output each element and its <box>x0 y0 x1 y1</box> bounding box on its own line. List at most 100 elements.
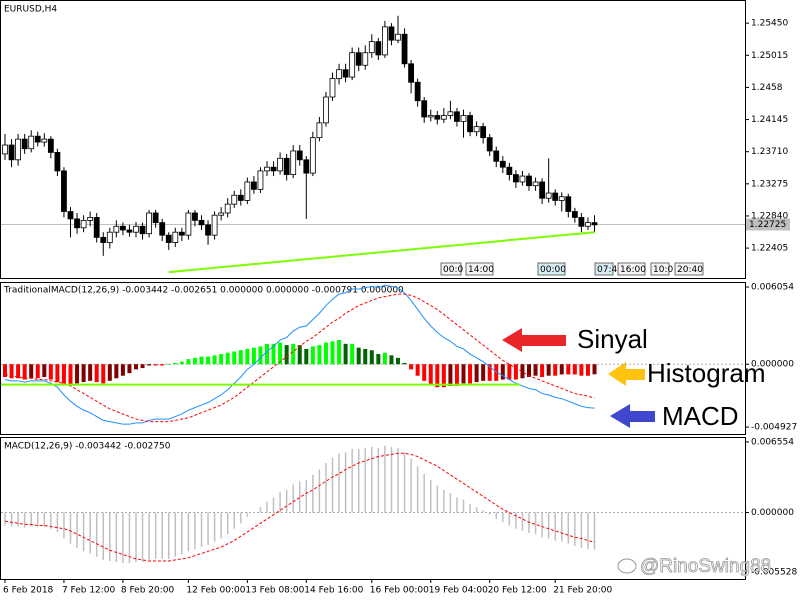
histogram-bar <box>461 364 466 384</box>
histogram-arrow <box>608 362 645 386</box>
candle-body <box>545 192 552 199</box>
macd-bar <box>410 458 412 513</box>
macd-bar <box>220 512 222 539</box>
macd-bar <box>430 480 432 513</box>
macd-bar <box>312 474 314 513</box>
histogram-bar <box>494 364 499 381</box>
time-marker-box <box>674 262 704 276</box>
candle-body <box>480 126 487 139</box>
macd-bar <box>4 512 6 526</box>
histogram-bar <box>323 342 328 365</box>
candle-body <box>205 224 211 236</box>
macd-bar <box>344 452 347 513</box>
histogram-bar <box>422 364 427 381</box>
macd-bar <box>76 512 78 549</box>
candle-body <box>539 181 545 199</box>
macd-bar <box>285 489 288 513</box>
candle-body <box>159 222 166 236</box>
histogram-bar <box>540 364 545 377</box>
histogram-bar <box>363 348 368 365</box>
candle-body <box>152 212 159 223</box>
candle-body <box>303 159 310 174</box>
signal-line <box>4 452 595 562</box>
candle-body <box>80 219 87 229</box>
macd-bar <box>279 492 281 513</box>
macd-bar <box>63 512 65 539</box>
candle-body <box>336 69 342 79</box>
candle-body <box>499 160 506 168</box>
histogram-bar <box>481 364 486 381</box>
candle-body <box>401 33 408 65</box>
macd-bar <box>187 512 190 552</box>
histogram-bar <box>232 351 237 365</box>
candle-body <box>329 78 336 98</box>
macd-bar <box>338 453 340 513</box>
annotation: Histogram <box>647 358 765 388</box>
candle-body <box>270 166 277 172</box>
macd-bar <box>266 501 268 513</box>
histogram-bar <box>258 346 263 365</box>
histogram-bar <box>219 354 224 365</box>
x-tick-label: 20 Feb 12:00 <box>488 586 547 596</box>
candle-body <box>41 138 48 143</box>
histogram-bar <box>94 364 99 383</box>
macd-bar <box>135 512 137 563</box>
histogram-bar <box>245 348 250 365</box>
candle-body <box>28 135 35 150</box>
macd-line <box>4 284 595 425</box>
histogram-bar <box>343 343 348 365</box>
histogram-bar <box>107 364 112 381</box>
macd-bar <box>528 512 530 534</box>
histogram-bar <box>513 364 518 380</box>
histogram-bar <box>55 364 60 383</box>
histogram-bar <box>114 364 119 379</box>
x-tick-label: 7 Feb 12:00 <box>62 586 116 596</box>
time-marker-box <box>594 262 614 276</box>
histogram-bar <box>559 364 564 375</box>
macd-bar <box>102 512 104 560</box>
histogram-bar <box>428 364 433 385</box>
time-marker-label: 00:0 <box>443 265 463 275</box>
macd-bar <box>449 493 452 513</box>
histogram-bar <box>487 364 492 381</box>
macd-bar <box>443 489 445 513</box>
x-tick-label: 12 Feb 00:00 <box>186 586 245 596</box>
macd-bar <box>482 510 484 513</box>
candle-body <box>342 69 349 78</box>
candle-body <box>493 150 500 162</box>
histogram-bar <box>199 356 204 365</box>
x-tick-label: 21 Feb 20:00 <box>553 586 612 596</box>
histogram-bar <box>265 343 269 365</box>
candle-body <box>192 212 198 221</box>
candle-body <box>355 52 362 66</box>
candle-body <box>61 170 67 212</box>
macd-bar <box>43 512 46 527</box>
candle-body <box>8 144 15 161</box>
histogram-bar <box>134 364 138 370</box>
candle-body <box>447 111 454 116</box>
candle-body <box>277 157 284 172</box>
histogram-bar <box>147 364 152 366</box>
macd-bar <box>488 512 491 515</box>
macd-bar <box>567 512 570 544</box>
candle-body <box>2 144 8 155</box>
time-marker-box <box>617 262 646 276</box>
candle-body <box>395 33 401 41</box>
macd-bar <box>534 512 537 535</box>
candle-body <box>15 138 22 161</box>
histogram-bar <box>546 364 551 376</box>
histogram-bar <box>166 364 171 365</box>
histogram-bar <box>369 350 374 365</box>
macd-bar <box>109 512 111 562</box>
time-marker-label: 00:00 <box>540 265 566 275</box>
histogram-bar <box>9 364 14 379</box>
watermark-logo <box>617 558 637 574</box>
macd-bar <box>371 446 373 513</box>
candle-body <box>427 115 434 118</box>
candle-body <box>198 219 205 226</box>
macd-bar <box>89 512 91 554</box>
macd-bar <box>240 512 242 524</box>
candle-body <box>414 81 421 102</box>
macd-bar <box>351 448 353 513</box>
candle-body <box>362 52 369 66</box>
